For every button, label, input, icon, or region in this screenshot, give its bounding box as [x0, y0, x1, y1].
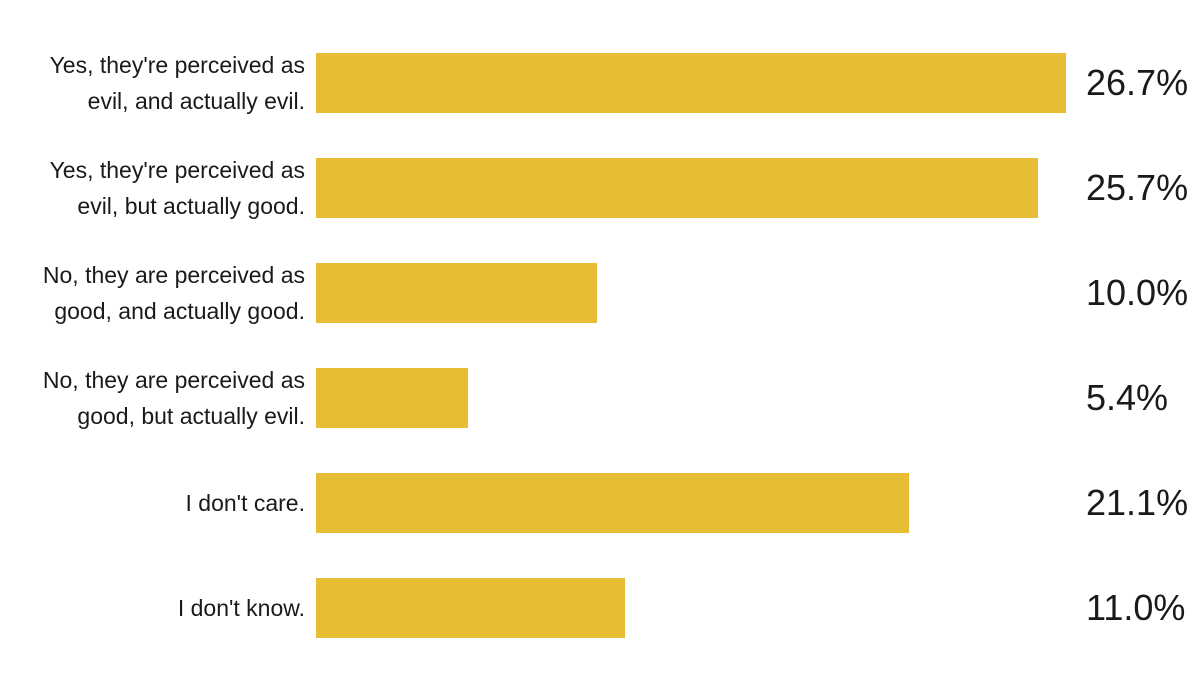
- bar: [316, 158, 1038, 218]
- value-label: 11.0%: [1086, 587, 1186, 628]
- category-label-line: evil, but actually good.: [77, 193, 305, 219]
- bar: [316, 53, 1066, 113]
- value-label: 26.7%: [1086, 62, 1189, 103]
- value-label: 25.7%: [1086, 167, 1189, 208]
- value-label: 10.0%: [1086, 272, 1189, 313]
- category-label-line: Yes, they're perceived as: [49, 52, 305, 78]
- category-label-line: No, they are perceived as: [42, 262, 305, 288]
- category-label-line: evil, and actually evil.: [87, 88, 305, 114]
- category-label-line: No, they are perceived as: [42, 367, 305, 393]
- bar: [316, 263, 597, 323]
- category-label-line: Yes, they're perceived as: [49, 157, 305, 183]
- bar: [316, 578, 625, 638]
- bar: [316, 368, 468, 428]
- category-label: No, they are perceived as good, but actua…: [5, 362, 305, 434]
- category-label: I don't know.: [5, 590, 305, 626]
- category-label: Yes, they're perceived as evil, but actua…: [5, 152, 305, 224]
- value-label: 5.4%: [1086, 377, 1169, 418]
- category-label: Yes, they're perceived as evil, and actua…: [5, 47, 305, 119]
- category-label: No, they are perceived as good, and actua…: [5, 257, 305, 329]
- category-label-line: good, and actually good.: [54, 298, 305, 324]
- category-label: I don't care.: [5, 485, 305, 521]
- category-label-line: I don't know.: [177, 595, 305, 621]
- bar: [316, 473, 909, 533]
- category-label-line: I don't care.: [185, 490, 305, 516]
- value-label: 21.1%: [1086, 482, 1189, 523]
- category-label-line: good, but actually evil.: [77, 403, 305, 429]
